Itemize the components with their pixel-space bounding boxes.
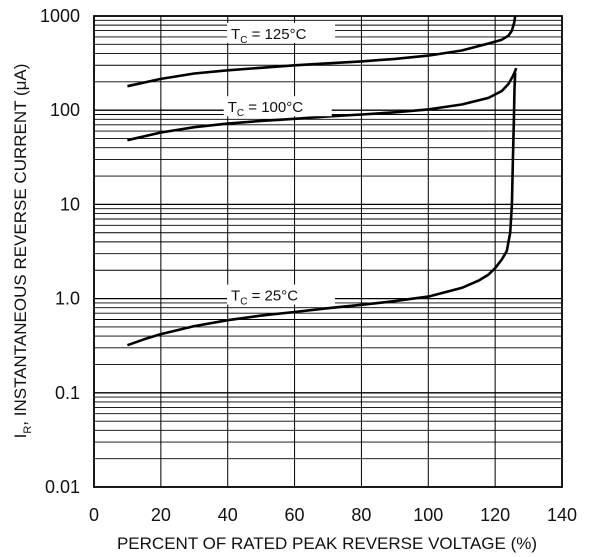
curve-label-background bbox=[227, 22, 336, 43]
curve-label-background bbox=[223, 96, 332, 117]
y-tick-label: 1000 bbox=[40, 6, 80, 26]
curve-line bbox=[126, 72, 517, 347]
curve-label-subscript: C bbox=[240, 297, 247, 308]
y-tick-labels: 0.01 0.1 1.0 10 100 1000 bbox=[40, 6, 80, 497]
y-tick-label: 100 bbox=[50, 100, 80, 120]
y-tick-label: 0.1 bbox=[55, 383, 80, 403]
y-axis-title: IR, INSTANTANEOUS REVERSE CURRENT (μA) bbox=[11, 64, 34, 439]
y-axis-title-rest: , INSTANTANEOUS REVERSE CURRENT (μA) bbox=[11, 64, 30, 426]
x-tick-labels: 0 20 40 60 80 100 120 140 bbox=[89, 505, 577, 525]
x-axis-title: PERCENT OF RATED PEAK REVERSE VOLTAGE (%… bbox=[117, 534, 537, 553]
curve-label: TC = 25°C bbox=[227, 284, 336, 308]
x-tick-label: 0 bbox=[89, 505, 99, 525]
curve-label-text: TC = 100°C bbox=[228, 99, 304, 119]
x-tick-label: 60 bbox=[285, 505, 305, 525]
x-tick-label: 20 bbox=[151, 505, 171, 525]
y-tick-label: 10 bbox=[60, 194, 80, 214]
curve-label-main: T bbox=[228, 99, 237, 116]
x-tick-label: 40 bbox=[218, 505, 238, 525]
curve-line bbox=[127, 15, 517, 88]
curve-label: TC = 100°C bbox=[223, 96, 332, 119]
x-tick-label: 80 bbox=[351, 505, 371, 525]
y-tick-label: 0.01 bbox=[45, 477, 80, 497]
curve-label-subscript: C bbox=[240, 35, 247, 46]
x-tick-label: 100 bbox=[413, 505, 443, 525]
curves bbox=[126, 15, 518, 347]
curve-label-text: TC = 25°C bbox=[231, 288, 298, 308]
curve-label-rest: = 25°C bbox=[247, 288, 298, 305]
curve-label-main: T bbox=[231, 288, 240, 305]
plot-frame bbox=[93, 15, 563, 488]
curve-label-background bbox=[227, 284, 336, 305]
y-tick-label: 1.0 bbox=[55, 289, 80, 309]
curve-labels: TC = 125°CTC = 100°CTC = 25°C bbox=[223, 22, 336, 308]
y-axis-title-main: I bbox=[11, 434, 30, 439]
x-tick-label: 120 bbox=[480, 505, 510, 525]
y-axis-title-subscript: R bbox=[22, 426, 34, 434]
grid bbox=[94, 16, 562, 487]
curve-label-text: TC = 125°C bbox=[231, 26, 307, 46]
x-tick-label: 140 bbox=[547, 505, 577, 525]
curve-label: TC = 125°C bbox=[227, 22, 336, 46]
curve-label-rest: = 100°C bbox=[244, 99, 303, 116]
curve-line bbox=[127, 67, 518, 142]
curve-label-subscript: C bbox=[237, 108, 244, 119]
curve-label-rest: = 125°C bbox=[247, 26, 306, 43]
curve-label-main: T bbox=[231, 26, 240, 43]
